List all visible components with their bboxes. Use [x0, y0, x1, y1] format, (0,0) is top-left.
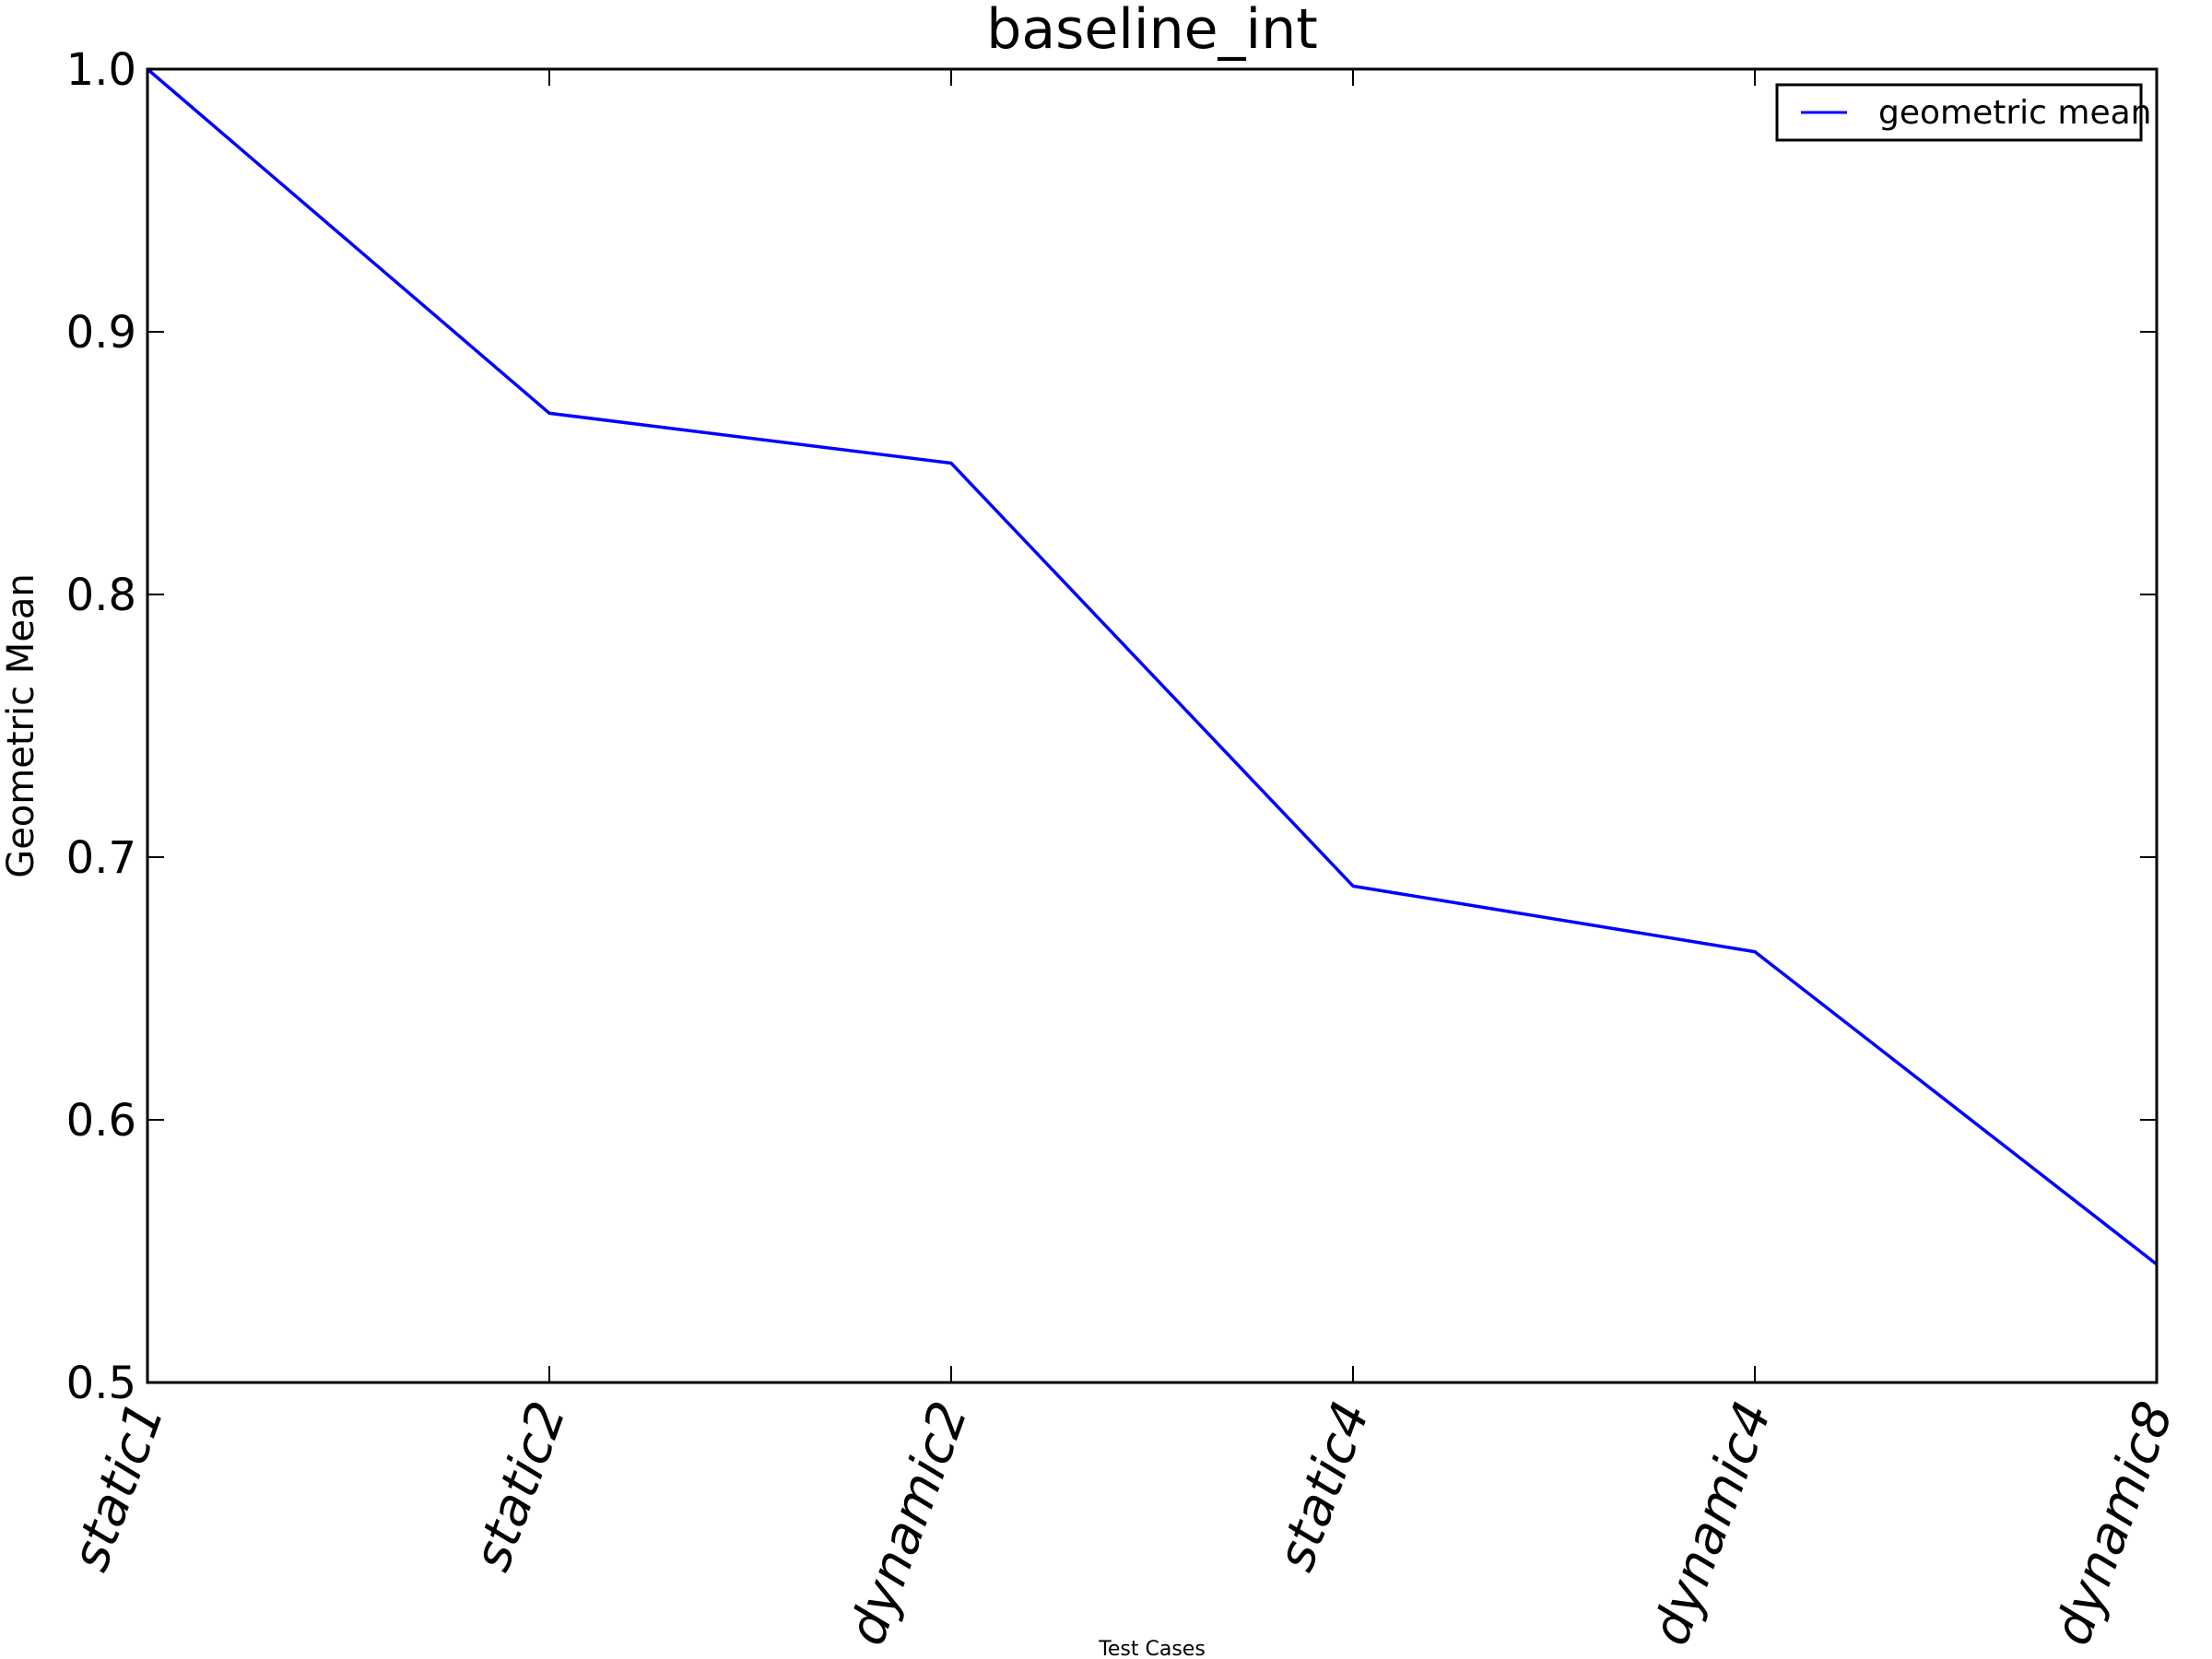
y-axis-ticks: 0.5 0.6 0.7 0.8 0.9 1.0	[66, 44, 2157, 1409]
plot-frame	[146, 67, 2159, 1384]
y-tick-label: 0.9	[66, 307, 136, 359]
y-tick-label: 0.8	[66, 570, 136, 621]
y-tick-label: 0.7	[66, 832, 136, 884]
chart-title: baseline_int	[986, 0, 1318, 62]
y-tick-label: 1.0	[66, 44, 136, 96]
y-tick-label: 0.5	[66, 1358, 136, 1409]
series-line-0	[146, 67, 2159, 1266]
legend: geometric mean	[1775, 83, 2152, 142]
x-axis-label: Test Cases	[1098, 1638, 1206, 1659]
legend-entry-label: geometric mean	[1878, 94, 2152, 132]
y-tick-label: 0.6	[66, 1095, 136, 1147]
y-axis-label: Geometric Mean	[0, 573, 42, 878]
